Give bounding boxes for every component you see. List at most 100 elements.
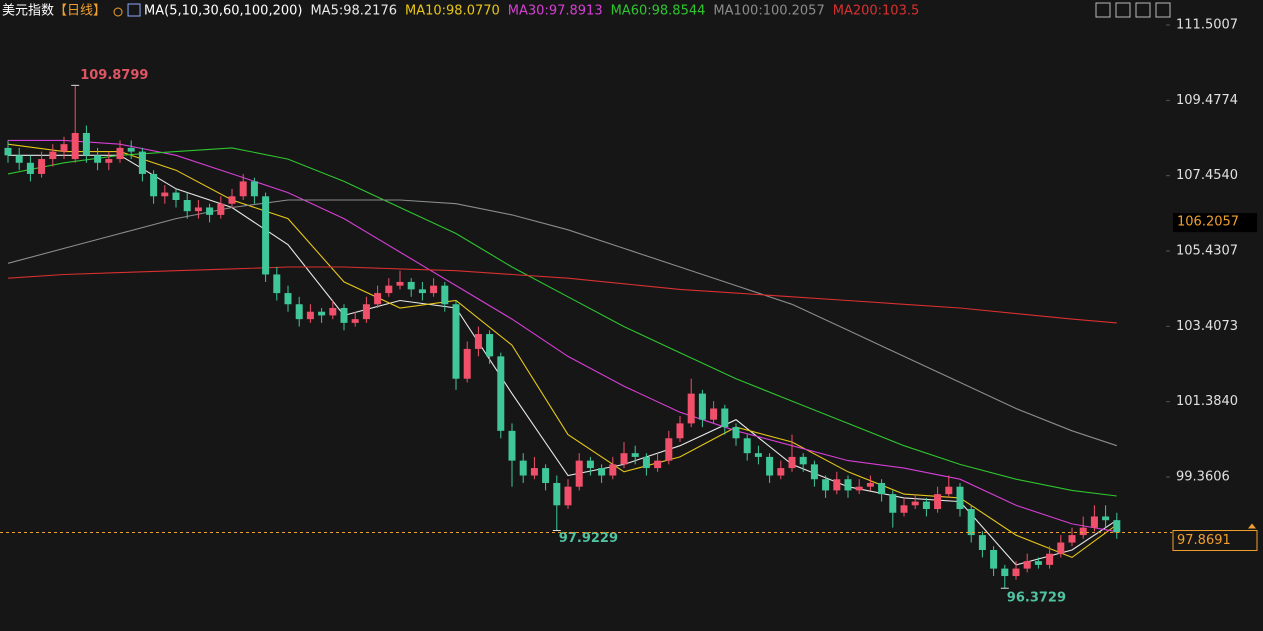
candle-body [732, 427, 740, 439]
candle-body [743, 438, 751, 454]
candle-body [665, 438, 673, 461]
candle-body [1046, 553, 1054, 565]
candle-body [866, 482, 874, 487]
candle-body [1102, 516, 1110, 521]
toolbar [1095, 2, 1171, 18]
candle-body [284, 293, 292, 305]
header-text: MA10:98.0770 [405, 4, 500, 19]
candle-body [60, 144, 68, 152]
extreme-label: 109.8799 [80, 68, 148, 83]
candle-body [833, 479, 841, 491]
candle-body [26, 162, 34, 174]
candle-body [217, 203, 225, 215]
candle-body [474, 334, 482, 349]
candle-body [687, 393, 695, 424]
candle-body [306, 311, 314, 320]
candle-body [945, 486, 953, 495]
y-tick-label: 103.4073 [1176, 319, 1238, 334]
extreme-label: 97.9229 [559, 531, 618, 546]
candle-body [441, 285, 449, 305]
candle-body [418, 289, 426, 294]
candle-body [598, 468, 606, 476]
extreme-label: 96.3729 [1007, 591, 1066, 606]
candle-body [1113, 520, 1121, 533]
candle-body [1023, 561, 1031, 569]
header-text: MA30:97.8913 [508, 4, 603, 19]
candle-body [542, 468, 550, 483]
candle-body [508, 430, 516, 461]
candle-body [15, 155, 23, 163]
y-tick-label: 99.3606 [1176, 469, 1230, 484]
candle-body [329, 307, 337, 316]
candle-body [183, 200, 191, 212]
candle-body [900, 505, 908, 513]
candle-body [463, 348, 471, 379]
candle-body [1057, 542, 1065, 554]
candle-body [116, 147, 124, 160]
candle-body [1079, 527, 1087, 536]
candle-body [620, 453, 628, 465]
marker-price-box [1173, 213, 1257, 233]
y-tick-label: 105.4307 [1176, 243, 1238, 258]
candle-body [340, 307, 348, 323]
tool-icon[interactable] [1095, 2, 1111, 18]
header-text: MA60:98.8544 [611, 4, 706, 19]
tool-icon[interactable] [1155, 2, 1171, 18]
candle-body [698, 393, 706, 420]
header-text: MA5:98.2176 [310, 4, 397, 19]
candle-body [519, 460, 527, 476]
y-tick-label: 107.4540 [1176, 168, 1238, 183]
candle-body [1012, 568, 1020, 577]
candle-body [396, 281, 404, 286]
ma-line [7, 143, 1118, 559]
header-text: MA200:103.5 [833, 4, 920, 19]
candle-body [1068, 535, 1076, 543]
candle-body [777, 468, 785, 476]
current-price-label: 97.8691 [1177, 533, 1231, 548]
candle-body [273, 274, 281, 294]
candle-body [922, 501, 930, 510]
candle-body [194, 207, 202, 212]
candle-body [295, 304, 303, 320]
candle-body [642, 456, 650, 469]
candle-body [564, 486, 572, 506]
candle-body [206, 207, 214, 215]
header-text: MA(5,10,30,60,100,200) [144, 4, 302, 19]
candle-body [855, 486, 863, 491]
header-text: 美元指数 [2, 4, 54, 19]
candle-body [967, 509, 975, 536]
ma-line [7, 266, 1117, 324]
candle-body [844, 479, 852, 491]
ma-line [7, 199, 1117, 447]
candle-body [822, 479, 830, 491]
candle-body [82, 132, 90, 156]
y-tick-label: 111.5007 [1176, 17, 1238, 32]
marker-price-label: 106.2057 [1177, 215, 1239, 230]
ma-line [8, 154, 1118, 566]
candle-body [239, 181, 247, 197]
tool-icon[interactable] [1135, 2, 1151, 18]
candle-body [351, 319, 359, 323]
candle-body [586, 460, 594, 469]
candle-body [530, 468, 538, 476]
candle-body [318, 311, 326, 316]
candle-body [721, 408, 729, 428]
candle-body [161, 192, 169, 197]
candle-body [452, 304, 460, 379]
tool-icon[interactable] [1115, 2, 1131, 18]
candle-body [878, 482, 886, 495]
y-tick-label: 109.4774 [1176, 93, 1238, 108]
current-price-box [1172, 530, 1258, 552]
candle-body [150, 173, 158, 197]
candle-body [754, 453, 762, 457]
candle-body [575, 460, 583, 487]
candle-body [1034, 561, 1042, 565]
header-text: MA100:100.2057 [713, 4, 824, 19]
candle-body [127, 147, 135, 152]
candle-body [362, 304, 370, 320]
candle-body [497, 356, 505, 431]
candle-body [990, 549, 998, 569]
candle-body [788, 456, 796, 469]
candle-body [609, 464, 617, 476]
